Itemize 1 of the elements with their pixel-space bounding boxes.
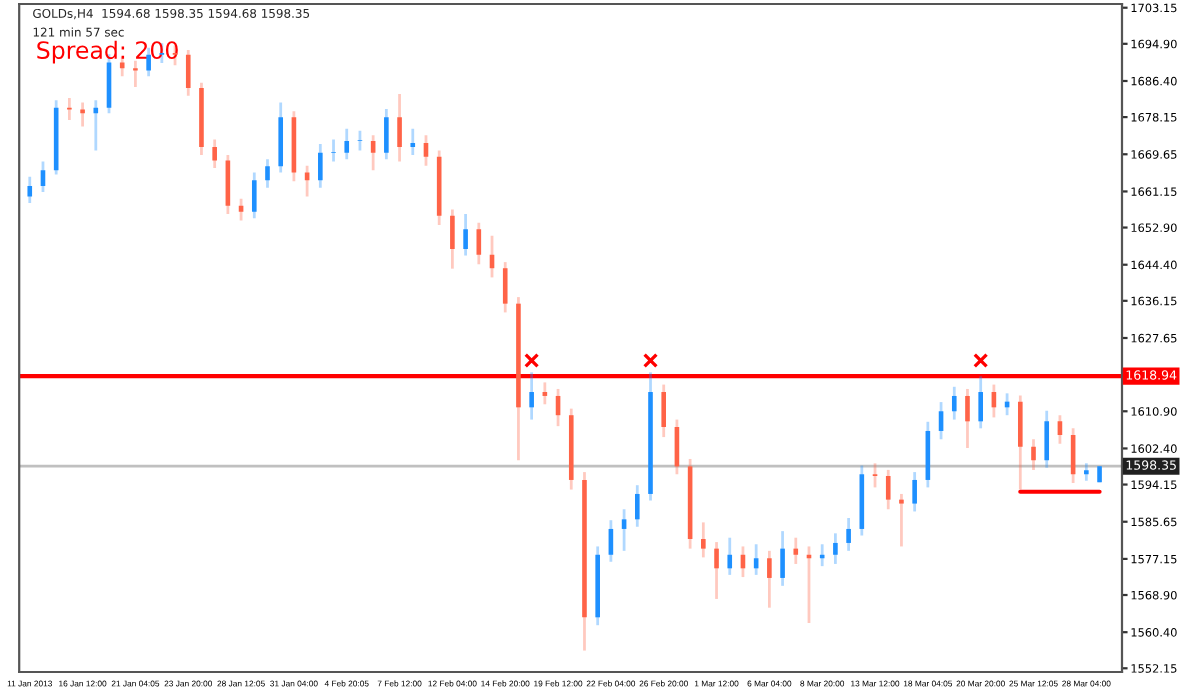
annotation: Spread: 200 (37, 40, 178, 64)
